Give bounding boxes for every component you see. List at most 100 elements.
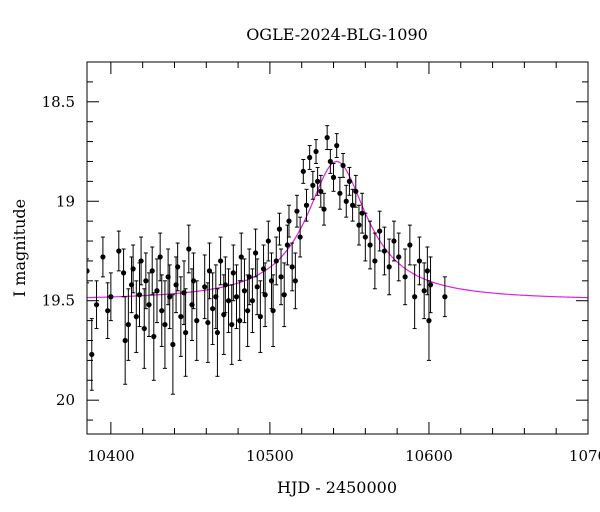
data-point <box>281 262 287 328</box>
x-axis-label: HJD - 2450000 <box>277 478 397 497</box>
data-point <box>297 216 303 258</box>
data-point <box>229 284 235 365</box>
y-tick-label: 19.5 <box>42 292 75 310</box>
data-point <box>278 248 284 306</box>
data-point <box>218 236 224 286</box>
data-point <box>222 256 228 314</box>
data-point <box>346 166 353 196</box>
data-point <box>442 276 448 318</box>
x-tick-label: 10600 <box>405 447 453 465</box>
data-point <box>233 264 240 330</box>
data-point <box>292 252 298 310</box>
data-point <box>416 236 423 286</box>
data-point <box>206 242 213 300</box>
x-tick-label: 10500 <box>246 447 294 465</box>
data-point <box>257 280 263 353</box>
data-point <box>105 282 111 340</box>
data-point <box>353 174 359 208</box>
data-point <box>321 192 327 226</box>
chart-title: OGLE-2024-BLG-1090 <box>246 25 428 44</box>
data-point <box>238 232 244 282</box>
data-point <box>254 258 260 316</box>
data-point <box>362 212 368 262</box>
data-point <box>310 170 316 200</box>
data-point <box>151 292 157 381</box>
data-point <box>386 238 392 296</box>
data-point <box>162 280 168 369</box>
data-point <box>372 232 378 290</box>
data-point <box>402 248 408 306</box>
data-point <box>108 272 114 322</box>
data-point <box>286 204 292 238</box>
x-tick-label: 1070 <box>569 447 600 465</box>
data-point <box>262 262 268 328</box>
data-point <box>122 296 128 385</box>
data-point <box>157 232 163 282</box>
data-point <box>225 268 232 334</box>
data-point <box>396 232 402 282</box>
data-point <box>367 220 373 270</box>
data-point <box>313 139 319 164</box>
data-point <box>149 246 155 296</box>
data-point <box>381 226 388 276</box>
data-point <box>93 280 100 330</box>
data-point <box>340 153 346 178</box>
data-point <box>178 276 184 357</box>
data-point <box>116 230 122 272</box>
data-point <box>377 210 383 252</box>
data-point <box>167 264 173 330</box>
data-point <box>154 258 160 324</box>
data-point <box>270 274 276 347</box>
data-point <box>334 133 340 158</box>
data-point <box>327 149 333 174</box>
data-point <box>205 282 211 363</box>
data-point <box>190 252 197 310</box>
data-point <box>89 318 95 391</box>
data-point <box>237 280 243 361</box>
data-point <box>315 166 321 196</box>
data-point <box>194 280 200 361</box>
data-point <box>120 248 127 298</box>
data-point <box>284 224 290 266</box>
data-point <box>136 262 143 328</box>
data-point <box>130 244 136 294</box>
data-point <box>249 268 256 334</box>
data-point <box>245 274 251 347</box>
data-point <box>214 288 221 377</box>
data-point <box>324 125 330 151</box>
data-point <box>337 176 343 210</box>
data-point <box>210 272 216 345</box>
y-tick-label: 20 <box>56 391 75 409</box>
data-point <box>273 236 279 286</box>
data-point <box>143 252 149 310</box>
data-point <box>343 184 349 218</box>
y-tick-label: 18.5 <box>42 93 75 111</box>
data-point <box>350 188 356 222</box>
data-point <box>330 162 337 192</box>
data-point <box>230 244 236 302</box>
data-point <box>252 228 259 278</box>
data-point <box>412 264 418 330</box>
y-axis-label: I magnitude <box>10 199 29 297</box>
data-point <box>356 204 362 246</box>
x-tick-label: 10400 <box>87 447 135 465</box>
data-point <box>359 192 365 234</box>
data-point <box>303 188 310 222</box>
model-curve <box>87 160 588 299</box>
data-point <box>241 258 248 324</box>
data-point <box>300 158 306 184</box>
data-point <box>276 212 283 246</box>
data-point <box>100 236 106 278</box>
data-point <box>87 258 90 284</box>
data-point <box>246 248 252 306</box>
data-point <box>289 242 295 292</box>
data-point <box>318 174 324 208</box>
data-point <box>138 236 144 286</box>
plot-frame <box>86 61 589 435</box>
data-point <box>307 145 313 170</box>
data-point <box>146 272 152 338</box>
y-tick-label: 19 <box>56 192 75 210</box>
data-point <box>294 194 300 228</box>
data-point <box>159 274 165 347</box>
data-point <box>202 254 208 320</box>
